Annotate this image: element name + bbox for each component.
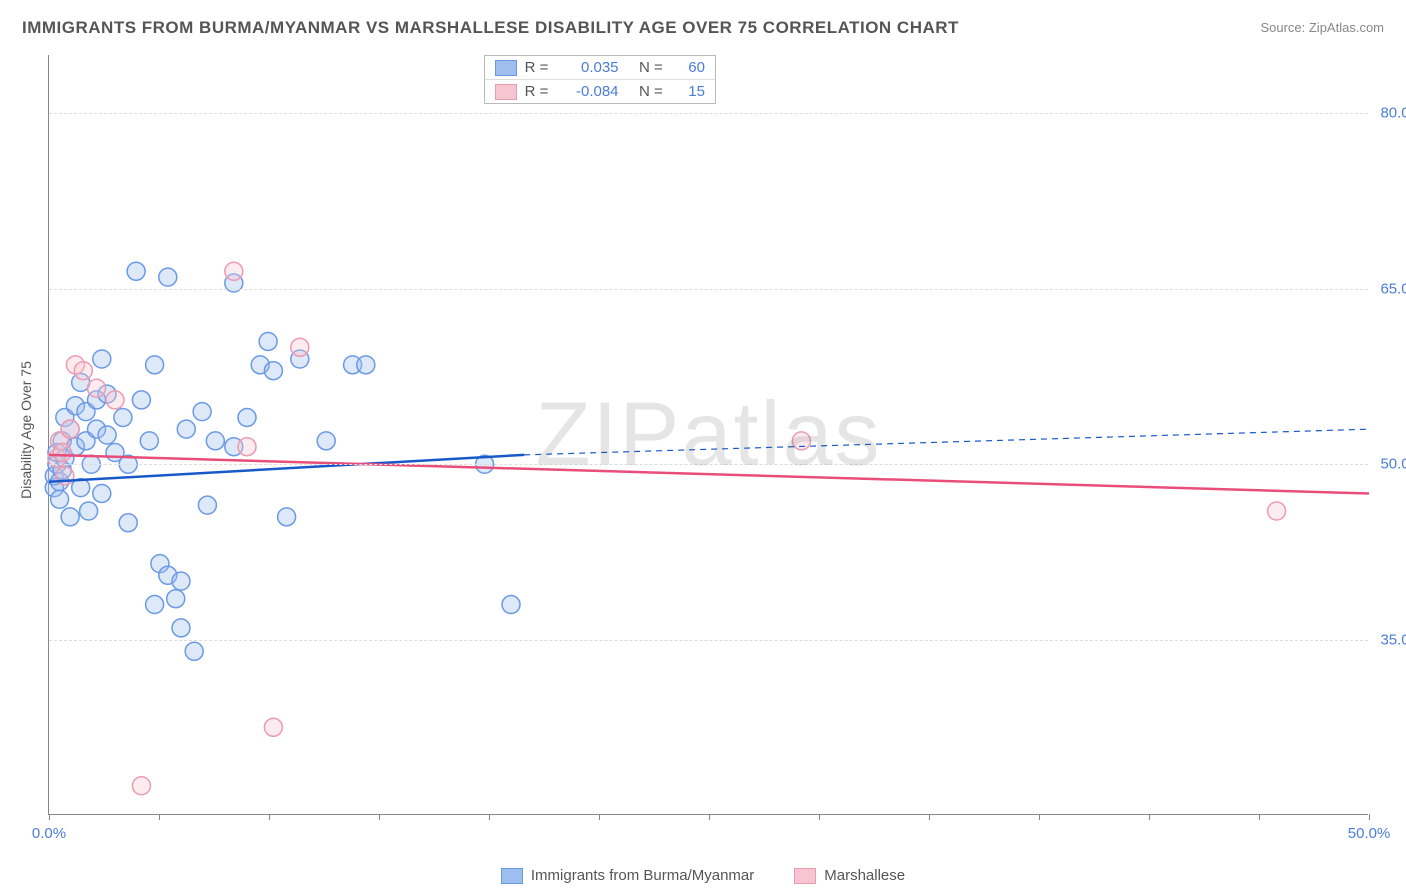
scatter-point [225, 262, 243, 280]
y-tick-label: 35.0% [1380, 631, 1406, 648]
gridline [49, 464, 1368, 465]
scatter-point [132, 391, 150, 409]
gridline [49, 640, 1368, 641]
scatter-point [132, 777, 150, 795]
source-attribution: Source: ZipAtlas.com [1260, 20, 1384, 35]
scatter-point [146, 356, 164, 374]
scatter-point [127, 262, 145, 280]
scatter-point [114, 408, 132, 426]
scatter-point [264, 718, 282, 736]
x-tick [269, 814, 270, 820]
scatter-point [238, 438, 256, 456]
plot-area: ZIPatlas 35.0%50.0%65.0%80.0%0.0%50.0% [48, 55, 1368, 815]
regression-line [49, 455, 1369, 494]
bottom-legend-item: Marshallese [794, 867, 905, 884]
y-axis-label: Disability Age Over 75 [18, 361, 34, 499]
x-tick [929, 814, 930, 820]
scatter-point [264, 362, 282, 380]
scatter-point [80, 502, 98, 520]
chart-title: IMMIGRANTS FROM BURMA/MYANMAR VS MARSHAL… [22, 18, 959, 38]
legend-row: R = 0.035 N = 60 [485, 56, 715, 80]
scatter-point [61, 508, 79, 526]
scatter-point [93, 350, 111, 368]
y-tick-label: 50.0% [1380, 456, 1406, 473]
legend-swatch [495, 60, 517, 76]
x-tick [379, 814, 380, 820]
scatter-point [502, 596, 520, 614]
x-tick [1149, 814, 1150, 820]
bottom-legend: Immigrants from Burma/Myanmar Marshallese [0, 867, 1406, 884]
gridline [49, 289, 1368, 290]
x-tick [599, 814, 600, 820]
scatter-point [317, 432, 335, 450]
scatter-point [140, 432, 158, 450]
x-tick [159, 814, 160, 820]
legend-swatch [794, 868, 816, 884]
legend-n-label: N = [627, 83, 667, 100]
legend-label: Immigrants from Burma/Myanmar [531, 867, 754, 884]
correlation-legend: R = 0.035 N = 60R = -0.084 N = 15 [484, 55, 716, 104]
scatter-point [74, 362, 92, 380]
x-tick [819, 814, 820, 820]
scatter-point [278, 508, 296, 526]
scatter-point [185, 642, 203, 660]
legend-r-value: 0.035 [561, 59, 619, 76]
scatter-point [93, 484, 111, 502]
scatter-point [51, 490, 69, 508]
scatter-point [177, 420, 195, 438]
scatter-point [193, 403, 211, 421]
scatter-point [198, 496, 216, 514]
x-tick [1259, 814, 1260, 820]
legend-n-value: 15 [675, 83, 705, 100]
scatter-point [159, 268, 177, 286]
x-tick [49, 814, 50, 820]
x-tick [1039, 814, 1040, 820]
legend-n-value: 60 [675, 59, 705, 76]
x-tick-label: 0.0% [32, 825, 66, 842]
x-tick [489, 814, 490, 820]
legend-r-label: R = [525, 83, 553, 100]
scatter-point [146, 596, 164, 614]
scatter-point [357, 356, 375, 374]
legend-r-value: -0.084 [561, 83, 619, 100]
y-tick-label: 80.0% [1380, 105, 1406, 122]
scatter-point [119, 514, 137, 532]
scatter-point [206, 432, 224, 450]
scatter-point [88, 379, 106, 397]
legend-label: Marshallese [824, 867, 905, 884]
scatter-point [98, 426, 116, 444]
scatter-point [106, 391, 124, 409]
scatter-point [172, 619, 190, 637]
bottom-legend-item: Immigrants from Burma/Myanmar [501, 867, 754, 884]
legend-r-label: R = [525, 59, 553, 76]
chart-svg [49, 55, 1368, 814]
x-tick-label: 50.0% [1348, 825, 1391, 842]
regression-line-extrapolated [524, 429, 1369, 455]
scatter-point [53, 444, 71, 462]
legend-n-label: N = [627, 59, 667, 76]
scatter-point [167, 590, 185, 608]
scatter-point [238, 408, 256, 426]
x-tick [1369, 814, 1370, 820]
scatter-point [792, 432, 810, 450]
x-tick [709, 814, 710, 820]
legend-swatch [501, 868, 523, 884]
scatter-point [291, 338, 309, 356]
legend-row: R = -0.084 N = 15 [485, 80, 715, 103]
scatter-point [259, 332, 277, 350]
scatter-point [172, 572, 190, 590]
y-tick-label: 65.0% [1380, 280, 1406, 297]
legend-swatch [495, 84, 517, 100]
gridline [49, 113, 1368, 114]
scatter-point [61, 420, 79, 438]
scatter-point [1268, 502, 1286, 520]
